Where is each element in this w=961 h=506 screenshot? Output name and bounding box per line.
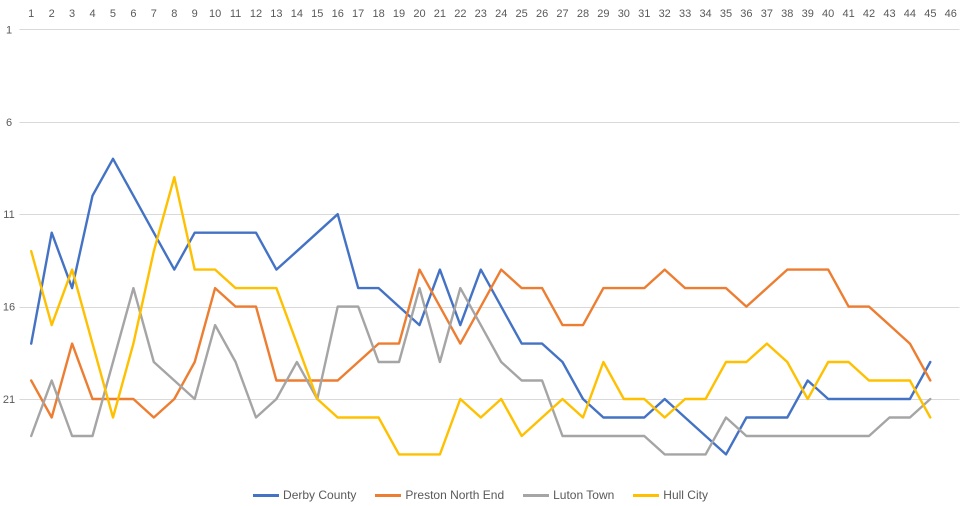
x-axis-tick-label: 8 xyxy=(171,8,177,20)
series-line-preston-north-end xyxy=(30,268,932,419)
x-axis-tick-label: 7 xyxy=(151,8,157,20)
legend-line-swatch-hull-city xyxy=(633,493,660,497)
x-axis-tick-label: 32 xyxy=(659,8,671,20)
x-axis-tick-label: 35 xyxy=(720,8,732,20)
x-axis-tick-label: 5 xyxy=(110,8,116,20)
chart-legend: Derby County Preston North End Luton Town H… xyxy=(0,488,961,502)
x-axis-tick-label: 28 xyxy=(577,8,589,20)
x-axis-tick-label: 1 xyxy=(28,8,34,20)
y-axis-tick-label: 16 xyxy=(3,302,15,314)
legend-item-hull-city[interactable]: Hull City xyxy=(633,488,708,502)
legend-line-swatch-luton-town xyxy=(523,493,550,497)
legend-item-derby-county[interactable]: Derby County xyxy=(253,488,356,502)
x-axis-tick-label: 44 xyxy=(904,8,916,20)
x-axis-tick-label: 29 xyxy=(597,8,609,20)
y-axis-tick-label: 1 xyxy=(6,24,12,36)
x-axis-tick-label: 16 xyxy=(332,8,344,20)
series-line-hull-city xyxy=(30,175,932,456)
legend-line-swatch-derby-county xyxy=(253,493,280,497)
series-line-derby-county xyxy=(30,157,932,456)
x-axis-tick-label: 11 xyxy=(230,8,241,20)
x-axis-tick-label: 46 xyxy=(945,8,957,20)
legend-item-preston-north-end[interactable]: Preston North End xyxy=(375,488,504,502)
x-axis-tick-label: 19 xyxy=(393,8,405,20)
y-axis-tick-label: 11 xyxy=(3,209,14,221)
x-axis-tick-label: 17 xyxy=(352,8,364,20)
x-axis-tick-label: 45 xyxy=(924,8,936,20)
x-axis-tick-label: 3 xyxy=(69,8,75,20)
x-axis-tick-label: 22 xyxy=(454,8,466,20)
x-axis-tick-label: 13 xyxy=(270,8,282,20)
x-axis-tick-label: 41 xyxy=(842,8,854,20)
legend-label: Derby County xyxy=(283,488,357,502)
y-axis-tick-label: 21 xyxy=(3,394,15,406)
series-line-luton-town xyxy=(30,286,932,456)
x-axis-tick-label: 30 xyxy=(618,8,630,20)
x-axis-tick-label: 23 xyxy=(475,8,487,20)
x-axis-tick-label: 37 xyxy=(761,8,773,20)
x-axis-tick-label: 26 xyxy=(536,8,548,20)
x-axis-tick-label: 9 xyxy=(192,8,198,20)
legend-label: Hull City xyxy=(663,488,708,502)
x-axis-tick-label: 6 xyxy=(130,8,136,20)
legend-label: Preston North End xyxy=(405,488,505,502)
x-axis-tick-label: 42 xyxy=(863,8,875,20)
x-axis-tick-label: 25 xyxy=(516,8,528,20)
x-axis-tick-label: 39 xyxy=(802,8,814,20)
x-axis-tick-label: 33 xyxy=(679,8,691,20)
x-axis-tick-label: 10 xyxy=(209,8,221,20)
x-axis-tick-label: 18 xyxy=(372,8,384,20)
x-axis-tick-label: 27 xyxy=(556,8,568,20)
x-axis-tick-label: 15 xyxy=(311,8,323,20)
x-axis-tick-label: 40 xyxy=(822,8,834,20)
y-axis-tick-label: 6 xyxy=(6,117,12,129)
x-axis-tick-label: 20 xyxy=(413,8,425,20)
x-axis-tick-label: 14 xyxy=(291,8,303,20)
x-axis-tick-label: 12 xyxy=(250,8,262,20)
x-axis-tick-label: 21 xyxy=(434,8,446,20)
x-axis-tick-label: 24 xyxy=(495,8,507,20)
x-axis-tick-label: 36 xyxy=(740,8,752,20)
legend-label: Luton Town xyxy=(553,488,615,502)
x-axis-tick-label: 4 xyxy=(89,8,95,20)
x-axis-tick-label: 43 xyxy=(883,8,895,20)
x-axis-tick-label: 34 xyxy=(699,8,711,20)
legend-line-swatch-preston-north-end xyxy=(375,493,402,497)
x-axis-tick-label: 31 xyxy=(638,8,650,20)
legend-item-luton-town[interactable]: Luton Town xyxy=(523,488,614,502)
x-axis-tick-label: 38 xyxy=(781,8,793,20)
x-axis-tick-label: 2 xyxy=(49,8,55,20)
